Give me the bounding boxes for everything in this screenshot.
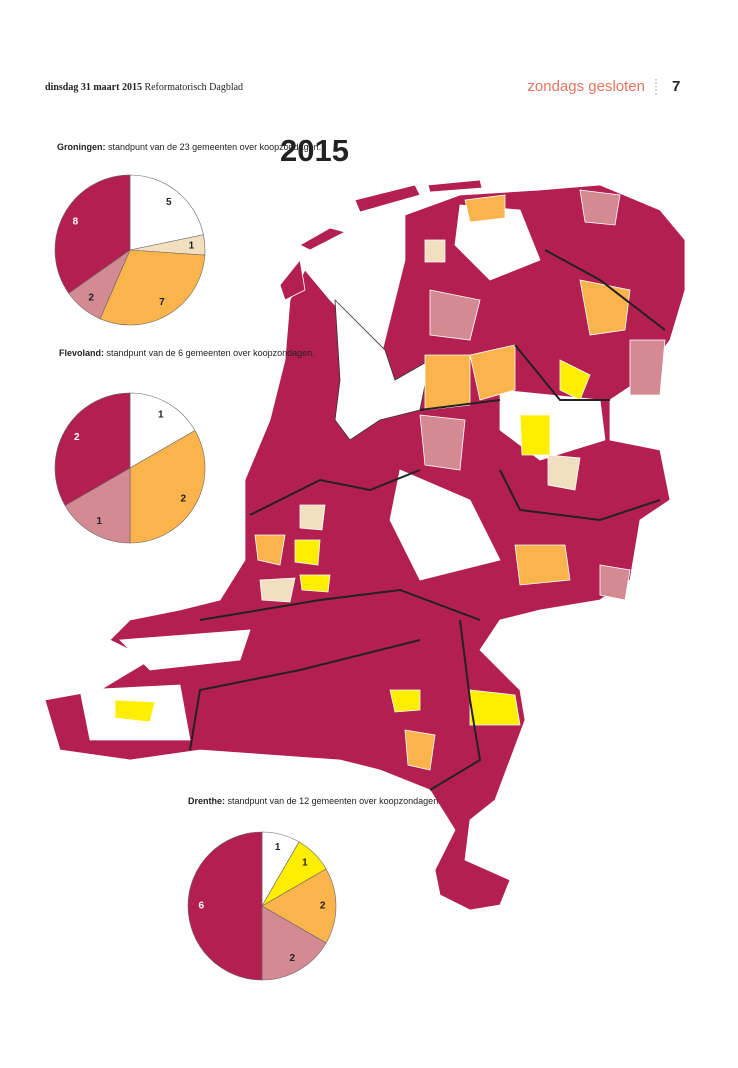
slice-label: 1	[275, 842, 281, 853]
slice-label: 2	[74, 432, 80, 443]
map-water	[334, 298, 431, 441]
map-region	[419, 189, 666, 601]
pie-slice	[54, 174, 131, 294]
map-title: 2015	[280, 133, 349, 168]
pie-title-line: Drenthe: standpunt van de 12 gemeenten o…	[188, 796, 441, 806]
pie-slice	[129, 392, 196, 469]
pie-slice	[187, 831, 263, 981]
slice-label: 1	[189, 240, 195, 251]
slice-label: 6	[199, 901, 205, 912]
pie-slice	[261, 868, 337, 944]
header-line: dinsdag 31 maart 2015 Reformatorisch Dag…	[45, 82, 243, 93]
slice-label: 2	[290, 953, 296, 964]
slice-label: 5	[166, 197, 172, 208]
pie-subtitle: standpunt van de 12 gemeenten over koopz…	[228, 796, 441, 806]
pie-title-line: Groningen: standpunt van de 23 gemeenten…	[57, 142, 321, 152]
slice-label: 2	[88, 292, 94, 303]
paper: Reformatorisch Dagblad	[144, 82, 243, 93]
map	[44, 179, 686, 911]
pie-slice	[64, 467, 131, 544]
map-region	[79, 204, 606, 741]
slice-label: 8	[73, 216, 79, 227]
map-region	[254, 194, 631, 771]
section-name: zondags gesloten	[527, 78, 645, 95]
pie-slice	[99, 249, 206, 326]
province-border	[189, 249, 666, 791]
pie-slice	[129, 430, 206, 544]
pie-title: Groningen:	[57, 142, 106, 152]
map-land	[44, 184, 686, 911]
slice-label: 1	[302, 858, 308, 869]
pie-subtitle: standpunt van de 23 gemeenten over koopz…	[108, 142, 321, 152]
slice-label: 1	[158, 409, 164, 420]
pie-slice	[261, 905, 327, 981]
pie-slice	[129, 174, 204, 251]
map-island	[279, 179, 483, 301]
pie-title: Flevoland:	[59, 348, 104, 358]
pie-slice	[54, 392, 131, 506]
slice-label: 2	[320, 901, 326, 912]
pie-title: Drenthe:	[188, 796, 225, 806]
page-number: 7	[672, 78, 680, 95]
slice-label: 2	[180, 493, 186, 504]
slice-label: 7	[159, 297, 165, 308]
pie-subtitle: standpunt van de 6 gemeenten over koopzo…	[107, 348, 315, 358]
pie-title-line: Flevoland: standpunt van de 6 gemeenten …	[59, 348, 315, 358]
slice-label: 1	[96, 516, 102, 527]
map-region	[259, 239, 581, 603]
date: dinsdag 31 maart 2015	[45, 82, 142, 93]
